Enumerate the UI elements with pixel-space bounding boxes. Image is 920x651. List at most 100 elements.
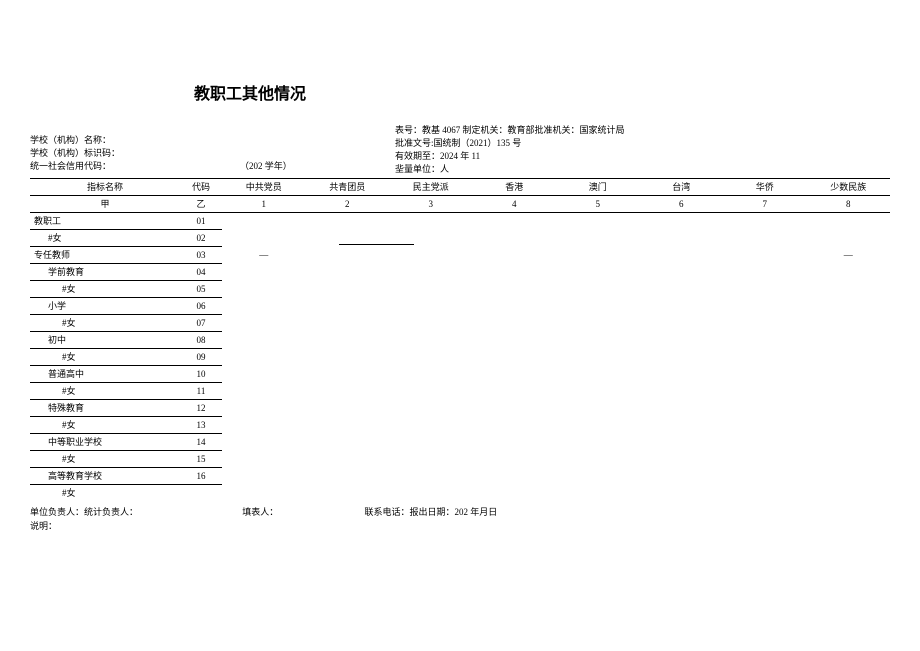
row-cell: [556, 264, 640, 281]
row-cell: [389, 434, 473, 451]
header-right: 表号：教基 4067 制定机关：教育部批准机关：国家统计局 批准文号:国统制（2…: [395, 124, 625, 176]
table-row: 教职工01: [30, 213, 890, 230]
row-name: 初中: [30, 332, 180, 349]
row-cell: [222, 332, 306, 349]
row-cell: [556, 417, 640, 434]
row-cell: [640, 417, 724, 434]
row-code: 16: [180, 468, 222, 485]
row-code: 15: [180, 451, 222, 468]
row-name: 中等职业学校: [30, 434, 180, 451]
table-row: 初中08: [30, 332, 890, 349]
row-cell: [306, 315, 390, 332]
row-cell: [807, 332, 891, 349]
row-cell: [807, 485, 891, 502]
table-row: 小学06: [30, 298, 890, 315]
row-cell: [723, 468, 807, 485]
row-cell: [723, 281, 807, 298]
table-row: #女07: [30, 315, 890, 332]
row-cell: [389, 417, 473, 434]
row-cell: [473, 485, 557, 502]
row-name: 高等教育学校: [30, 468, 180, 485]
row-cell: [473, 230, 557, 247]
header-left-1: 学校（机构）名称：: [30, 134, 120, 147]
header-right-3: 有效期至：2024 年 11: [395, 150, 625, 163]
row-name: 教职工: [30, 213, 180, 230]
row-cell: —: [807, 247, 891, 264]
row-code: 04: [180, 264, 222, 281]
row-cell: [473, 417, 557, 434]
data-table: 指标名称 代码 中共党员 共青团员 民主党派 香港 澳门 台湾 华侨 少数民族 …: [30, 178, 890, 501]
table-row: 普通高中10: [30, 366, 890, 383]
row-cell: [640, 332, 724, 349]
row-cell: [723, 332, 807, 349]
row-cell: [723, 247, 807, 264]
header-left-3: 统一社会信用代码：: [30, 160, 120, 173]
row-cell: [640, 383, 724, 400]
row-cell: [640, 247, 724, 264]
row-cell: [306, 349, 390, 366]
row-cell: [807, 230, 891, 247]
footer-1c: 联系电话：报出日期：202 年月日: [365, 505, 498, 519]
row-cell: [222, 434, 306, 451]
row-cell: [306, 213, 390, 230]
table-row: 专任教师03——: [30, 247, 890, 264]
header-right-1: 表号：教基 4067 制定机关：教育部批准机关：国家统计局: [395, 124, 625, 137]
table-row: #女11: [30, 383, 890, 400]
row-cell: [556, 315, 640, 332]
row-cell: [306, 298, 390, 315]
row-name: #女: [30, 383, 180, 400]
table-row: #女13: [30, 417, 890, 434]
row-cell: [306, 468, 390, 485]
row-cell: [389, 468, 473, 485]
row-cell: [306, 434, 390, 451]
row-cell: [556, 247, 640, 264]
row-cell: [556, 434, 640, 451]
row-cell: [807, 383, 891, 400]
th-c7: 华侨: [723, 179, 807, 196]
row-name: 普通高中: [30, 366, 180, 383]
table-row: 高等教育学校16: [30, 468, 890, 485]
th-c4: 香港: [473, 179, 557, 196]
row-code: 09: [180, 349, 222, 366]
row-cell: [222, 366, 306, 383]
header-row-2: 甲 乙 1 2 3 4 5 6 7 8: [30, 196, 890, 213]
row-cell: [389, 213, 473, 230]
table-row: #女15: [30, 451, 890, 468]
row-name: #女: [30, 315, 180, 332]
table-row: 特殊教育12: [30, 400, 890, 417]
row-code: 14: [180, 434, 222, 451]
row-cell: [723, 366, 807, 383]
th-c1: 中共党员: [222, 179, 306, 196]
row-code: 05: [180, 281, 222, 298]
row-cell: [389, 247, 473, 264]
row-cell: [306, 485, 390, 502]
row-code: 11: [180, 383, 222, 400]
row-cell: [723, 417, 807, 434]
row-cell: [723, 230, 807, 247]
row-cell: [556, 230, 640, 247]
row-cell: [640, 400, 724, 417]
row-cell: [389, 349, 473, 366]
row-cell: [473, 315, 557, 332]
sub-c4: 4: [473, 196, 557, 213]
sub-name: 甲: [30, 196, 180, 213]
row-cell: [723, 349, 807, 366]
row-cell: [640, 434, 724, 451]
header-right-2: 批准文号:国统制（2021）135 号: [395, 137, 625, 150]
row-cell: [807, 298, 891, 315]
row-cell: [556, 383, 640, 400]
table-row: 中等职业学校14: [30, 434, 890, 451]
row-cell: [306, 247, 390, 264]
row-code: 01: [180, 213, 222, 230]
row-code: 13: [180, 417, 222, 434]
row-cell: [306, 332, 390, 349]
row-cell: [723, 315, 807, 332]
row-name: 特殊教育: [30, 400, 180, 417]
footer-row-1: 单位负责人：统计负责人： 填表人： 联系电话：报出日期：202 年月日: [30, 505, 890, 519]
row-cell: [222, 485, 306, 502]
row-cell: [473, 298, 557, 315]
row-cell: [723, 434, 807, 451]
table-row: #女09: [30, 349, 890, 366]
row-name: 小学: [30, 298, 180, 315]
row-cell: [807, 451, 891, 468]
